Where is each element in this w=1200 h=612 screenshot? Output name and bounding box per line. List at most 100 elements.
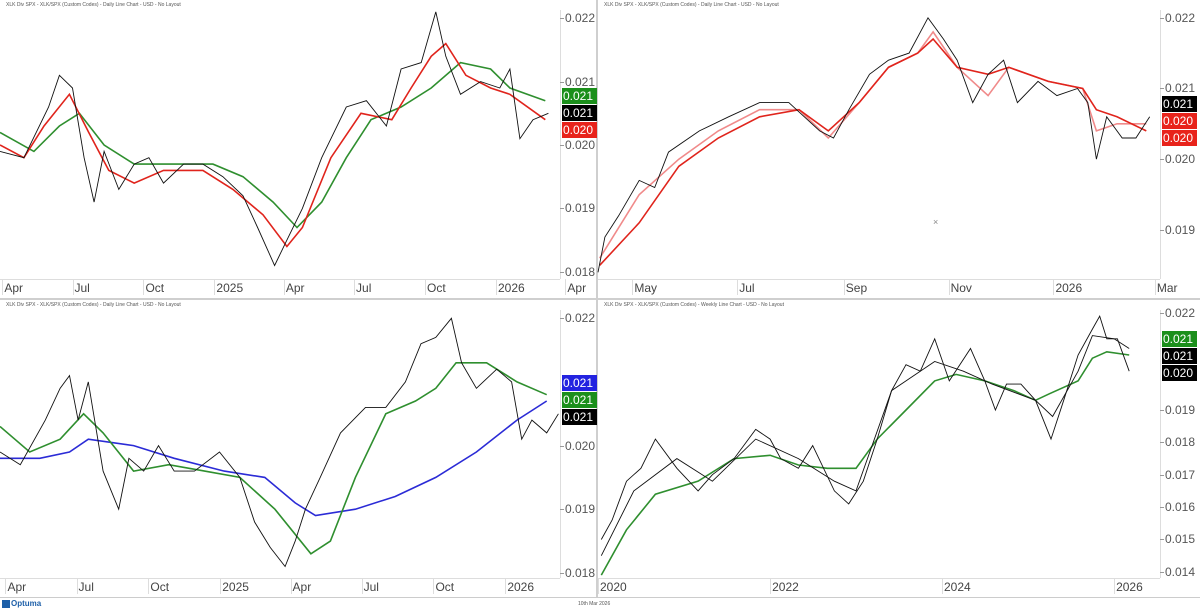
y-tick-label: 0.020: [565, 438, 596, 453]
y-tick-mark: [1160, 539, 1164, 541]
x-tick-mark: [76, 578, 78, 594]
y-axis-line: [560, 10, 561, 279]
x-tick-label: Oct: [435, 580, 455, 594]
y-tick-mark: [1160, 571, 1164, 573]
y-tick-mark: [560, 18, 564, 20]
value-tag: 0.020: [562, 122, 597, 138]
value-tag: 0.020: [1162, 365, 1197, 381]
x-tick-label: 2024: [943, 580, 971, 594]
x-tick-label: 2022: [772, 580, 799, 594]
x-tick-mark: [425, 279, 426, 295]
panel-divider-horizontal: [0, 298, 1200, 300]
y-tick-mark: [1160, 17, 1164, 19]
y-tick-mark: [1160, 229, 1164, 231]
x-tick-label: Mar: [1156, 281, 1178, 295]
x-tick-mark: [941, 578, 943, 594]
x-tick-mark: [283, 279, 285, 295]
y-tick-label: 0.019: [1165, 403, 1196, 417]
x-tick-mark: [220, 578, 222, 594]
series-line-price: [600, 335, 1130, 556]
x-tick-label: Apr: [292, 580, 312, 594]
chart-panel-top-right: [598, 0, 1200, 298]
y-tick-label: 0.017: [1165, 467, 1196, 482]
y-tick-label: 0.014: [1165, 564, 1196, 579]
x-axis-line: [0, 578, 560, 579]
x-tick-mark: [290, 578, 292, 594]
x-tick-mark: [2, 279, 4, 295]
x-axis-line: [598, 279, 1160, 280]
x-tick-mark: [354, 279, 356, 295]
y-tick-mark: [560, 318, 564, 320]
x-tick-mark: [632, 279, 634, 295]
y-axis-line: [1160, 10, 1161, 279]
series-line-price: [0, 11, 549, 267]
crosshair-marker-icon: ×: [933, 217, 939, 227]
x-tick-label: 2025: [222, 580, 249, 594]
chart-title: XLK Div SPX - XLK/SPX (Custom Codes) - D…: [6, 302, 181, 308]
y-tick-label: 0.018: [565, 264, 596, 279]
y-tick-mark: [560, 572, 564, 574]
x-tick-mark: [214, 279, 216, 295]
y-tick-mark: [1160, 312, 1164, 314]
chart-title: XLK Div SPX - XLK/SPX (Custom Codes) - W…: [604, 302, 784, 308]
y-tick-label: 0.019: [565, 201, 596, 216]
series-line-red: [0, 42, 546, 248]
y-tick-mark: [560, 145, 564, 147]
x-tick-label: Jul: [356, 281, 372, 295]
value-tag: 0.021: [1162, 331, 1197, 347]
x-tick-mark: [770, 578, 772, 594]
chart-panel-bottom-right: [598, 300, 1200, 597]
x-tick-mark: [598, 578, 599, 594]
y-tick-label: 0.022: [1165, 305, 1196, 320]
y-tick-mark: [1160, 474, 1164, 476]
x-tick-mark: [1053, 279, 1055, 295]
x-tick-mark: [737, 279, 739, 295]
series-line-red: [599, 37, 1147, 266]
x-tick-label: Jul: [78, 580, 94, 594]
x-axis-line: [598, 578, 1160, 579]
value-tag: 0.021: [562, 105, 597, 121]
series-line-price: [600, 314, 1130, 540]
y-tick-label: 0.021: [1165, 81, 1196, 96]
x-tick-mark: [1114, 578, 1116, 594]
x-tick-label: Jul: [363, 580, 379, 594]
x-axis-line: [0, 279, 560, 280]
optuma-logo-text: Optuma: [11, 599, 42, 608]
x-tick-label: Oct: [145, 281, 165, 295]
x-tick-label: Oct: [150, 580, 170, 594]
y-tick-mark: [1160, 442, 1164, 444]
x-tick-mark: [948, 279, 950, 295]
y-tick-mark: [1160, 410, 1164, 411]
y-tick-label: 0.015: [1165, 532, 1196, 547]
y-tick-label: 0.016: [1165, 500, 1196, 515]
y-tick-mark: [560, 509, 564, 511]
value-tag: 0.020: [1162, 130, 1197, 146]
x-tick-label: May: [634, 281, 658, 295]
chart-title: XLK Div SPX - XLK/SPX (Custom Codes) - D…: [604, 2, 779, 8]
y-tick-label: 0.018: [565, 565, 596, 580]
value-tag: 0.021: [562, 392, 597, 408]
y-tick-mark: [560, 208, 564, 210]
x-tick-label: 2026: [507, 580, 535, 594]
y-tick-mark: [560, 445, 564, 447]
chart-panel-top-left: [0, 0, 597, 298]
y-tick-mark: [1160, 507, 1164, 509]
x-tick-label: 2026: [1055, 281, 1083, 295]
y-tick-label: 0.020: [1165, 152, 1196, 167]
series-line-green: [0, 61, 546, 229]
series-line-blue: [0, 400, 548, 517]
series-line-green: [0, 361, 548, 555]
x-tick-label: Apr: [4, 281, 23, 295]
x-tick-label: 2026: [497, 281, 525, 295]
x-tick-mark: [72, 279, 74, 295]
y-tick-mark: [1160, 159, 1164, 161]
optuma-logo: Optuma: [2, 599, 41, 608]
y-axis-line: [1160, 310, 1161, 578]
value-tag: 0.020: [1162, 113, 1197, 129]
y-tick-label: 0.018: [1165, 435, 1196, 450]
y-tick-label: 0.021: [565, 74, 596, 89]
y-tick-label: 0.019: [1165, 222, 1196, 237]
x-tick-mark: [5, 578, 7, 594]
